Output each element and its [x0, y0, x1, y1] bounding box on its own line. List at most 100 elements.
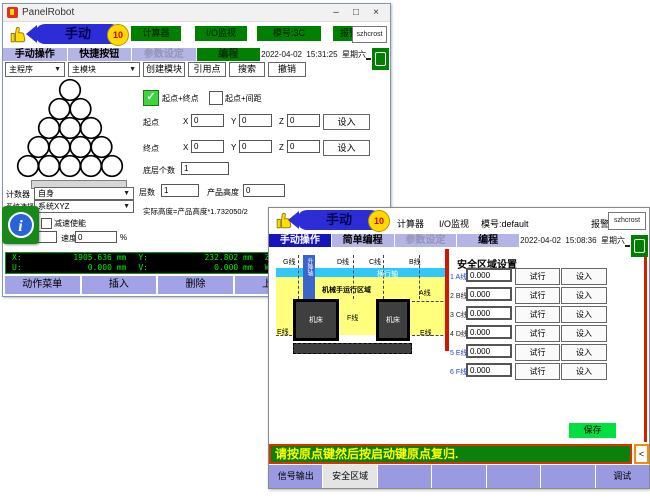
save-button[interactable]: 保存 [569, 423, 616, 438]
minimize-button[interactable]: – [333, 6, 339, 18]
product-height-input[interactable] [243, 184, 285, 197]
info-tip-icon[interactable]: i [2, 206, 39, 244]
product-layout-canvas [7, 78, 135, 182]
user-button[interactable]: szhcrost [608, 212, 646, 230]
end-z-input[interactable] [287, 140, 320, 153]
collapse-dash-icon [625, 245, 630, 247]
start-spacing-checkbox[interactable] [209, 91, 223, 105]
action-menu-button[interactable]: 动作菜单 [5, 276, 80, 294]
e-line-right-label: E线 [420, 330, 432, 337]
end-set-button[interactable]: 设入 [323, 140, 370, 156]
mold-number-button[interactable]: 模号:default [481, 219, 529, 229]
lift-axis-label: 升降轴 [306, 258, 312, 276]
safety-row-label: 2 B线 [450, 293, 468, 300]
module-select[interactable]: 主模块 [68, 61, 140, 77]
coordinate-system-select[interactable]: 系统XYZ [34, 200, 134, 213]
tab-programming[interactable]: 编程 [196, 48, 262, 61]
b-line-set-button[interactable]: 设入 [561, 287, 607, 304]
tab-debug[interactable]: 调试 [595, 465, 649, 488]
e-line-set-button[interactable]: 设入 [561, 344, 607, 361]
diagram-panel-divider [445, 249, 449, 351]
panel-toggle-button[interactable] [372, 48, 389, 70]
a-line-try-button[interactable]: 试行 [515, 268, 560, 285]
tab-bar: 手动操作 简单编程 参数设定 编程 2022-04-02 15:08:36 星期… [269, 234, 649, 247]
tab-simple-programming[interactable]: 简单编程 [331, 234, 395, 247]
c-line-label: C线 [369, 259, 382, 266]
insert-button[interactable]: 插入 [81, 276, 157, 294]
right-edge-marker [644, 249, 647, 442]
y-axis-label: Y [231, 117, 237, 126]
machine-base [293, 343, 412, 354]
title-bar: PanelRobot – □ × [3, 4, 390, 22]
maximize-button[interactable]: □ [352, 6, 360, 18]
tab-manual-operation[interactable]: 手动操作 [269, 234, 332, 247]
tab-safety-area[interactable]: 安全区域 [323, 465, 377, 488]
tab-parameter-settings[interactable]: 参数设定 [394, 234, 458, 247]
counter-select[interactable]: 自身 [34, 187, 134, 200]
speed-input[interactable] [75, 231, 117, 243]
tab-empty[interactable] [486, 465, 541, 488]
search-button[interactable]: 搜索 [229, 61, 265, 77]
tab-manual-operation[interactable]: 手动操作 [3, 48, 68, 61]
product-height-label: 产品高度 [207, 188, 239, 197]
message-collapse-button[interactable]: < [634, 444, 649, 464]
start-z-input[interactable] [287, 114, 320, 127]
c-line-set-button[interactable]: 设入 [561, 306, 607, 323]
start-x-input[interactable] [191, 114, 224, 127]
machine-tool-right: 机床 [376, 299, 410, 341]
d-line-try-button[interactable]: 试行 [515, 325, 560, 342]
f-line-set-button[interactable]: 设入 [561, 363, 607, 380]
machine-tool-left-label: 机床 [309, 317, 323, 324]
z-axis-label: Z [279, 117, 284, 126]
d-line-input[interactable] [466, 325, 512, 339]
tab-signal-output[interactable]: 信号输出 [269, 465, 323, 488]
layers-input[interactable] [161, 184, 199, 197]
header: 手动 10 计算器 I/O监视 模号:3C 报警记录 szhcrost [3, 22, 390, 48]
calculator-button[interactable]: 计算器 [131, 26, 181, 41]
bottom-count-input[interactable] [181, 162, 229, 175]
b-line-try-button[interactable]: 试行 [515, 287, 560, 304]
c-line-input[interactable] [466, 306, 512, 320]
e-line-try-button[interactable]: 试行 [515, 344, 560, 361]
tab-empty[interactable] [377, 465, 432, 488]
delete-button[interactable]: 删除 [158, 276, 233, 294]
b-line-input[interactable] [466, 287, 512, 301]
tab-empty[interactable] [541, 465, 595, 488]
decel-enable-checkbox[interactable] [41, 218, 52, 229]
end-y-input[interactable] [239, 140, 272, 153]
calculator-button[interactable]: 计算器 [397, 219, 425, 229]
tab-empty[interactable] [432, 465, 486, 488]
f-line-input[interactable] [466, 363, 512, 377]
counter-label: 计数器 [6, 190, 30, 199]
c-line-try-button[interactable]: 试行 [515, 306, 560, 323]
e-line-input[interactable] [466, 344, 512, 358]
z-axis-label: Z [279, 143, 284, 152]
a-line-set-button[interactable]: 设入 [561, 268, 607, 285]
user-button[interactable]: szhcrost [352, 26, 387, 43]
start-end-checkbox[interactable]: ✓ [143, 90, 159, 106]
axis-u-value: 0.000 mm [87, 263, 127, 272]
traverse-axis-label: 横行轴 [377, 271, 398, 278]
create-module-button[interactable]: 创建模块 [143, 61, 185, 77]
close-button[interactable]: × [373, 6, 379, 18]
f-line-try-button[interactable]: 试行 [515, 363, 560, 380]
mold-number-button[interactable]: 模号:3C [257, 26, 321, 41]
io-monitor-button[interactable]: I/O监视 [195, 26, 247, 41]
end-x-input[interactable] [191, 140, 224, 153]
undo-button[interactable]: 撤销 [268, 61, 306, 77]
start-y-input[interactable] [239, 114, 272, 127]
info-icon: i [7, 212, 34, 238]
tab-parameter-settings[interactable]: 参数设定 [132, 48, 197, 61]
panel-toggle-button[interactable] [631, 235, 648, 257]
start-set-button[interactable]: 设入 [323, 114, 370, 130]
d-line-set-button[interactable]: 设入 [561, 325, 607, 342]
io-monitor-button[interactable]: I/O监视 [439, 219, 470, 229]
reference-point-button[interactable]: 引用点 [188, 61, 226, 77]
d-line-label: D线 [337, 259, 350, 266]
start-spacing-checkbox-label: 起点+间距 [225, 94, 262, 103]
a-line-input[interactable] [466, 268, 512, 282]
tab-quick-buttons[interactable]: 快捷按钮 [67, 48, 133, 61]
program-select[interactable]: 主程序 [5, 61, 65, 77]
tab-programming[interactable]: 编程 [457, 234, 521, 247]
safety-row-label: 3 C线 [450, 312, 468, 319]
